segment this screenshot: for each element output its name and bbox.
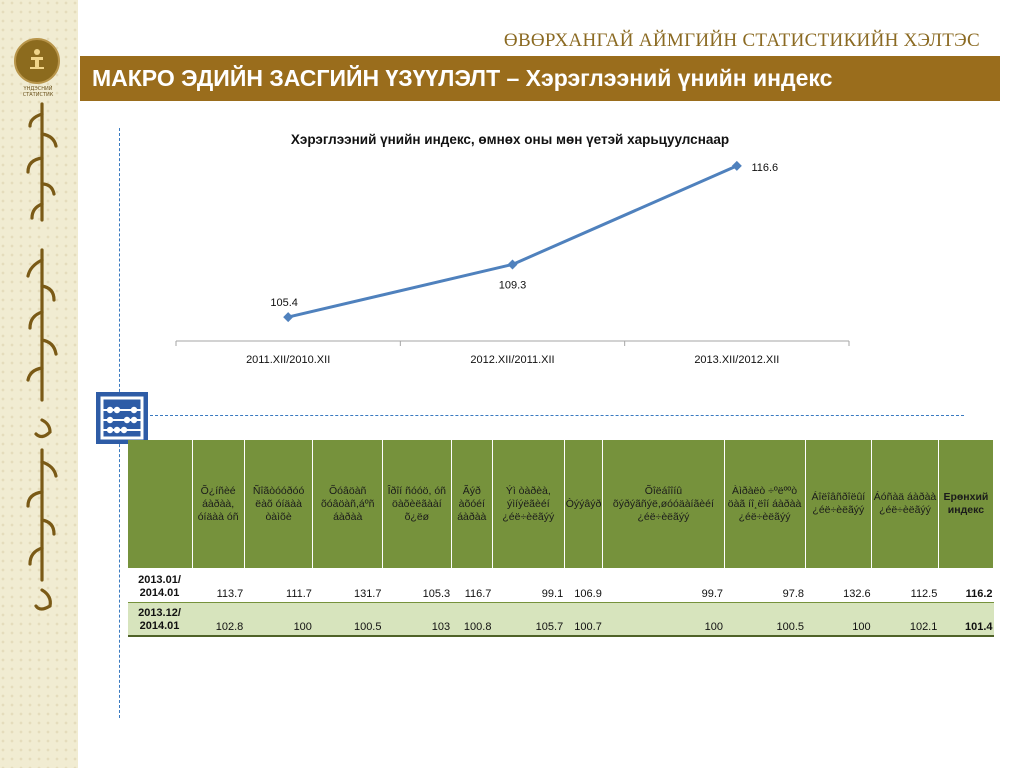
- x-tick-label: 2011.XII/2010.XII: [246, 354, 330, 366]
- table-cell: 100.7: [564, 602, 603, 637]
- table-cell: 101.4: [938, 602, 994, 637]
- table-row: 2013.12/ 2014.01 102.8 100 100.5 103 100.8 105…: [128, 602, 994, 637]
- horizontal-dashed-guide: [150, 415, 964, 416]
- table-cell: 100: [602, 602, 724, 637]
- table-cell: 111.7: [244, 568, 313, 603]
- table-row: 2013.01/ 2014.01 113.7 111.7 131.7 105.3 116.…: [128, 568, 994, 603]
- table-cell: 132.6: [805, 568, 872, 603]
- table-cell: 112.5: [871, 568, 939, 603]
- table-cell: 102.1: [871, 602, 939, 637]
- x-tick-label: 2013.XII/2012.XII: [694, 354, 779, 366]
- column-header: Ерөнхий индекс: [938, 440, 995, 568]
- column-header: Õóâöàñ õóâöàñ,áºñ áàðàà: [312, 440, 383, 568]
- table-cell: 99.1: [492, 568, 565, 603]
- column-header: Àìðàëò ÷ºëººò öàã íî¸ëîí áàðàà ¿éë÷èëãýý: [724, 440, 806, 568]
- cpi-table: Õ¿íñèé áàðàà, óíäàà óñ Ñîãòóóðóó ëàõ óíäà…: [128, 440, 995, 637]
- row-label: 2013.12/ 2014.01: [128, 602, 192, 637]
- table-corner-cell: [128, 440, 193, 568]
- page-title: МАКРО ЭДИЙН ЗАСГИЙН ҮЗҮҮЛЭЛТ – Хэрэглээн…: [92, 65, 833, 91]
- logo-emblem-icon: [14, 38, 60, 84]
- row-label: 2013.01/ 2014.01: [128, 568, 192, 603]
- table-cell: 97.8: [724, 568, 806, 603]
- table-cell: 105.3: [382, 568, 452, 603]
- column-header: Îðîí ñóóö, óñ öàõèëãààí õ¿ëø: [382, 440, 452, 568]
- mongolian-script-decoration: [26, 102, 58, 611]
- column-header: Ýì òàðèà, ýìíýëãèéí ¿éë÷èëãýý: [492, 440, 565, 568]
- column-header: Ñîãòóóðóó ëàõ óíäàà òàìõè: [244, 440, 314, 568]
- abacus-icon: [96, 392, 148, 444]
- organization-title: ӨВӨРХАНГАЙ АЙМГИЙН СТАТИСТИКИЙН ХЭЛТЭС: [503, 30, 980, 51]
- data-label: 116.6: [751, 162, 778, 174]
- data-point: [283, 312, 294, 323]
- table-cell: 99.7: [602, 568, 724, 603]
- data-point: [731, 160, 742, 171]
- column-header: Áîëîâñðîëûí ¿éë÷èëãýý: [805, 440, 873, 568]
- table-cell: 116.7: [451, 568, 493, 603]
- x-tick-label: 2012.XII/2011.XII: [470, 354, 554, 366]
- table-cell: 100.5: [724, 602, 806, 637]
- table-cell: 100.5: [312, 602, 383, 637]
- table-cell: 116.2: [938, 568, 994, 603]
- table-cell: 113.7: [192, 568, 245, 603]
- side-ornament-band: ҮНДЭСНИЙ СТАТИСТИК: [0, 0, 78, 768]
- column-header: Õîëáîîíû õýðýãñýë,øóóäàíãèéí ¿éë÷èëãýý: [602, 440, 725, 568]
- table-cell: 102.8: [192, 602, 245, 637]
- data-label: 109.3: [499, 279, 527, 291]
- data-label: 105.4: [270, 297, 298, 309]
- table-cell: 100.8: [451, 602, 493, 637]
- chart-title: Хэрэглээний үнийн индекс, өмнөх оны мөн …: [290, 132, 730, 147]
- column-header: Ãýð àõóéí áàðàà: [451, 440, 493, 568]
- page-banner: МАКРО ЭДИЙН ЗАСГИЙН ҮЗҮҮЛЭЛТ – Хэрэглээн…: [80, 56, 1000, 101]
- table-cell: 100: [805, 602, 872, 637]
- column-header: Áóñàä áàðàà ¿éë÷èëãýý: [871, 440, 939, 568]
- table-cell: 105.7: [492, 602, 565, 637]
- series-line: [287, 164, 738, 319]
- logo-caption: ҮНДЭСНИЙ СТАТИСТИК: [22, 86, 54, 98]
- table-cell: 100: [244, 602, 313, 637]
- table-cell: 131.7: [312, 568, 383, 603]
- column-header: Õ¿íñèé áàðàà, óíäàà óñ: [192, 440, 245, 568]
- table-header-row: Õ¿íñèé áàðàà, óíäàà óñ Ñîãòóóðóó ëàõ óíäà…: [128, 440, 995, 568]
- data-point: [507, 259, 518, 270]
- table-cell: 106.9: [564, 568, 603, 603]
- column-header: Òýýâýð: [564, 440, 604, 568]
- table-cell: 103: [382, 602, 452, 637]
